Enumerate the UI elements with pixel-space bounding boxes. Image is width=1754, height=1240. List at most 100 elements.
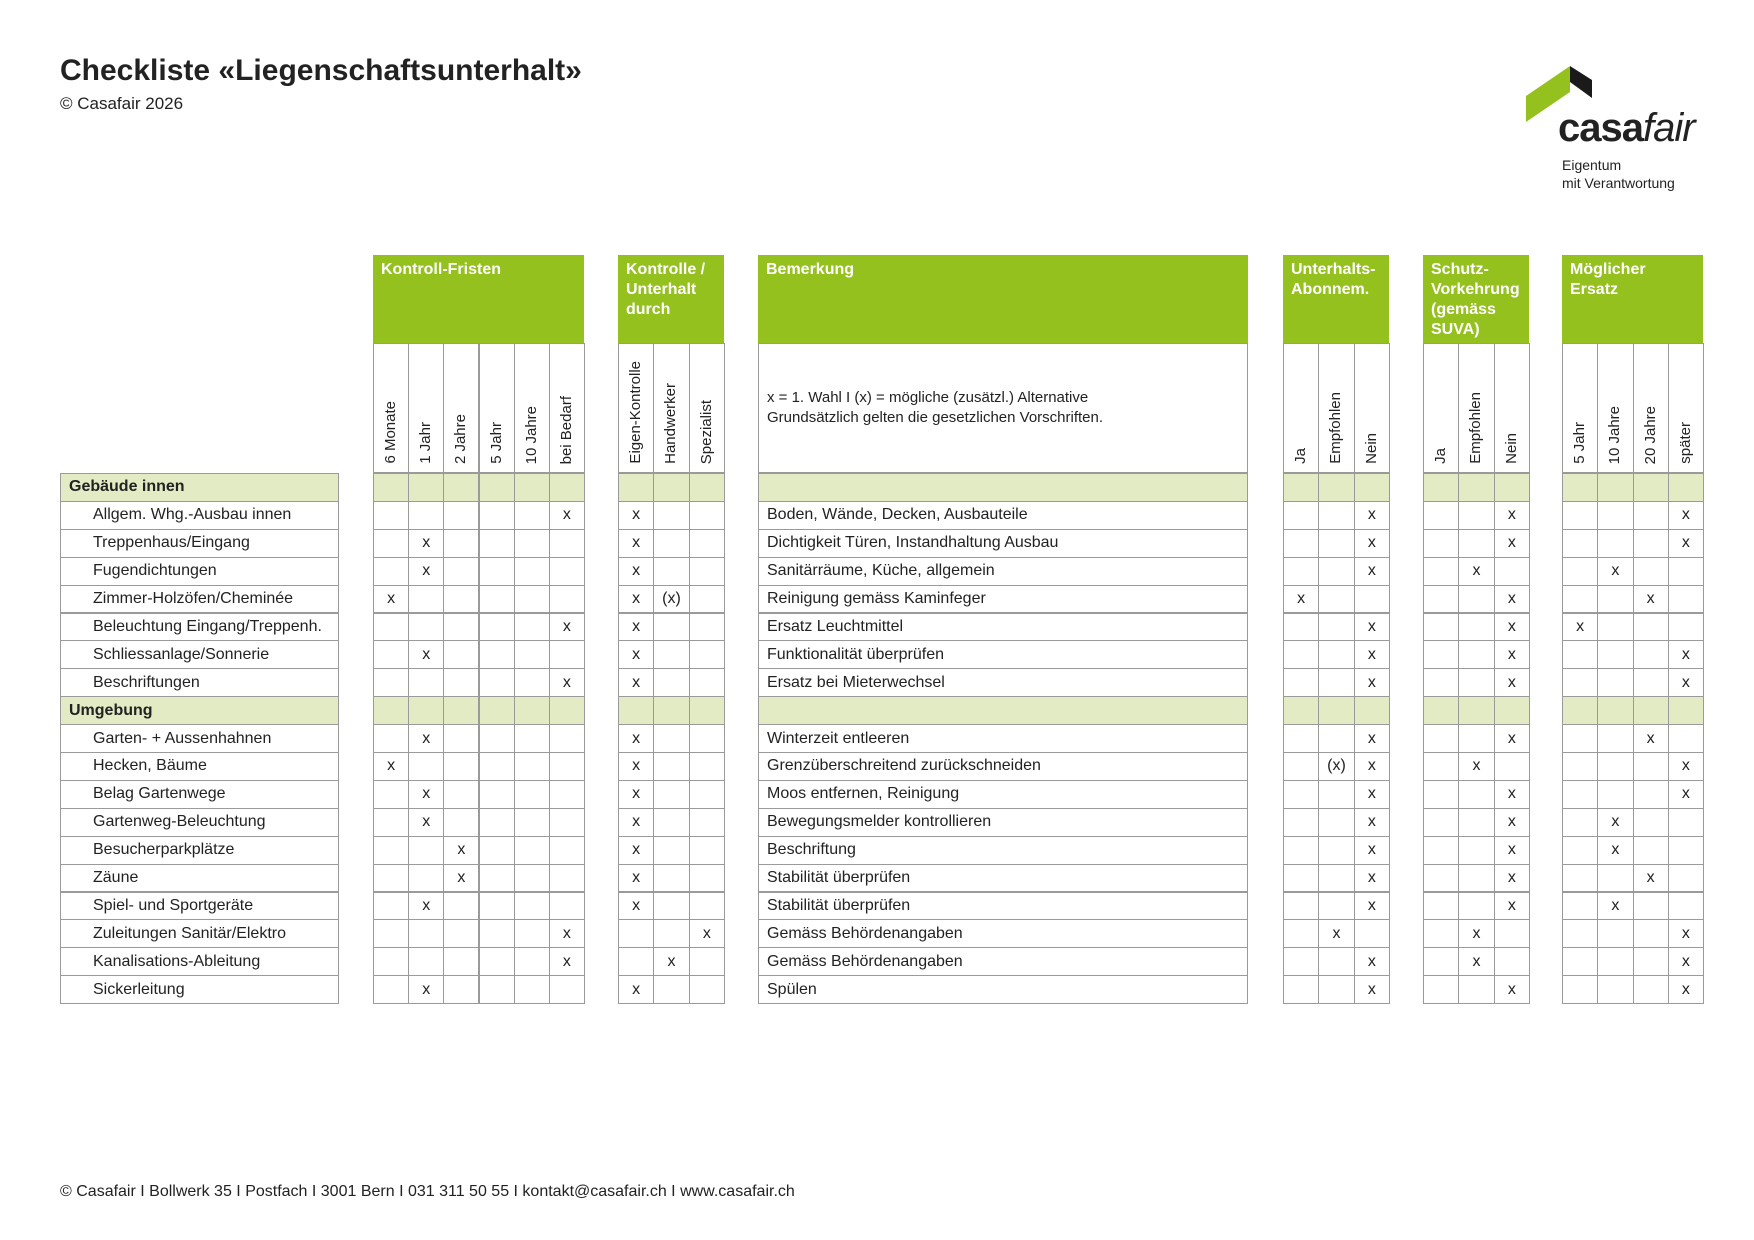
empty-cell bbox=[1458, 724, 1495, 753]
mark-cell: x bbox=[1353, 863, 1390, 893]
section-cell bbox=[1493, 473, 1530, 502]
group-header: Bemerkung bbox=[758, 255, 1248, 344]
empty-cell bbox=[443, 779, 480, 809]
empty-cell bbox=[1318, 779, 1355, 809]
column-label: 5 Jahr bbox=[1571, 422, 1589, 464]
empty-cell bbox=[373, 612, 410, 642]
column-header: 10 Jahre bbox=[513, 343, 550, 473]
empty-cell bbox=[1283, 807, 1320, 837]
section-cell bbox=[1562, 473, 1599, 502]
empty-cell bbox=[1318, 835, 1355, 865]
section-cell bbox=[758, 696, 1248, 726]
empty-cell bbox=[478, 612, 515, 642]
section-cell bbox=[443, 473, 480, 502]
group-header: Möglicher Ersatz bbox=[1562, 255, 1703, 344]
mark-cell: x bbox=[618, 724, 655, 753]
section-cell bbox=[1423, 473, 1460, 502]
empty-cell bbox=[1318, 640, 1355, 670]
empty-cell bbox=[653, 779, 690, 809]
mark-cell: x bbox=[1458, 752, 1495, 781]
section-cell bbox=[1353, 696, 1390, 726]
mark-cell: x bbox=[1667, 668, 1704, 698]
empty-cell bbox=[618, 919, 655, 949]
section-cell bbox=[618, 473, 655, 502]
column-label: 20 Jahre bbox=[1641, 405, 1659, 464]
empty-cell bbox=[1597, 947, 1634, 977]
empty-cell bbox=[443, 975, 480, 1005]
empty-cell bbox=[443, 556, 480, 586]
mark-cell: x bbox=[618, 668, 655, 698]
empty-cell bbox=[478, 724, 515, 753]
row-label: Zimmer-Holzöfen/Cheminée bbox=[60, 584, 339, 614]
empty-cell bbox=[653, 863, 690, 893]
empty-cell bbox=[1423, 724, 1460, 753]
row-label: Belag Gartenwege bbox=[60, 779, 339, 809]
empty-cell bbox=[1318, 528, 1355, 558]
empty-cell bbox=[478, 668, 515, 698]
remark: Grenzüberschreitend zurückschneiden bbox=[758, 752, 1248, 781]
mark-cell: x bbox=[1493, 640, 1530, 670]
empty-cell bbox=[478, 975, 515, 1005]
section-cell bbox=[1458, 696, 1495, 726]
mark-cell: x bbox=[1318, 919, 1355, 949]
empty-cell bbox=[1458, 500, 1495, 530]
empty-cell bbox=[1562, 556, 1599, 586]
column-header: 10 Jahre bbox=[1597, 343, 1634, 473]
mark-cell: x bbox=[618, 584, 655, 614]
empty-cell bbox=[1423, 807, 1460, 837]
column-label: Ja bbox=[1292, 448, 1310, 464]
empty-cell bbox=[1667, 807, 1704, 837]
empty-cell bbox=[688, 891, 725, 921]
empty-cell bbox=[1562, 584, 1599, 614]
empty-cell bbox=[1283, 947, 1320, 977]
empty-cell bbox=[513, 891, 550, 921]
mark-cell: x bbox=[1493, 807, 1530, 837]
row-label: Sickerleitung bbox=[60, 975, 339, 1005]
empty-cell bbox=[1667, 891, 1704, 921]
column-header: Ja bbox=[1423, 343, 1460, 473]
empty-cell bbox=[688, 779, 725, 809]
mark-cell: x bbox=[1493, 668, 1530, 698]
column-label: 10 Jahre bbox=[522, 405, 540, 464]
empty-cell bbox=[653, 556, 690, 586]
mark-cell: x bbox=[618, 779, 655, 809]
mark-cell: x bbox=[1353, 640, 1390, 670]
empty-cell bbox=[1458, 779, 1495, 809]
section-cell bbox=[1493, 696, 1530, 726]
column-header: 2 Jahre bbox=[443, 343, 480, 473]
column-label: Spezialist bbox=[697, 399, 715, 464]
mark-cell: x bbox=[688, 919, 725, 949]
empty-cell bbox=[1423, 640, 1460, 670]
empty-cell bbox=[1493, 919, 1530, 949]
empty-cell bbox=[1423, 668, 1460, 698]
mark-cell: x bbox=[1353, 668, 1390, 698]
mark-cell: x bbox=[408, 556, 445, 586]
row-label: Spiel- und Sportgeräte bbox=[60, 891, 339, 921]
empty-cell bbox=[653, 975, 690, 1005]
column-label: bei Bedarf bbox=[557, 395, 575, 464]
empty-cell bbox=[408, 612, 445, 642]
mark-cell: x bbox=[1353, 500, 1390, 530]
empty-cell bbox=[548, 640, 585, 670]
empty-cell bbox=[1283, 668, 1320, 698]
section-cell bbox=[1632, 473, 1669, 502]
empty-cell bbox=[513, 919, 550, 949]
column-header: Ja bbox=[1283, 343, 1320, 473]
remark: Dichtigkeit Türen, Instandhaltung Ausbau bbox=[758, 528, 1248, 558]
column-header: bei Bedarf bbox=[548, 343, 585, 473]
empty-cell bbox=[688, 863, 725, 893]
empty-cell bbox=[1562, 528, 1599, 558]
legend-line: Grundsätzlich gelten die gesetzlichen Vo… bbox=[767, 409, 1104, 426]
column-header: Nein bbox=[1493, 343, 1530, 473]
section-cell bbox=[513, 696, 550, 726]
empty-cell bbox=[443, 891, 480, 921]
mark-cell: x bbox=[1353, 724, 1390, 753]
mark-cell: x bbox=[618, 556, 655, 586]
row-label: Hecken, Bäume bbox=[60, 752, 339, 781]
mark-cell: x bbox=[1597, 556, 1634, 586]
section-cell bbox=[1562, 696, 1599, 726]
mark-cell: x bbox=[1493, 612, 1530, 642]
group-header: Kontroll-Fristen bbox=[373, 255, 584, 344]
empty-cell bbox=[1597, 640, 1634, 670]
mark-cell: x bbox=[1632, 724, 1669, 753]
